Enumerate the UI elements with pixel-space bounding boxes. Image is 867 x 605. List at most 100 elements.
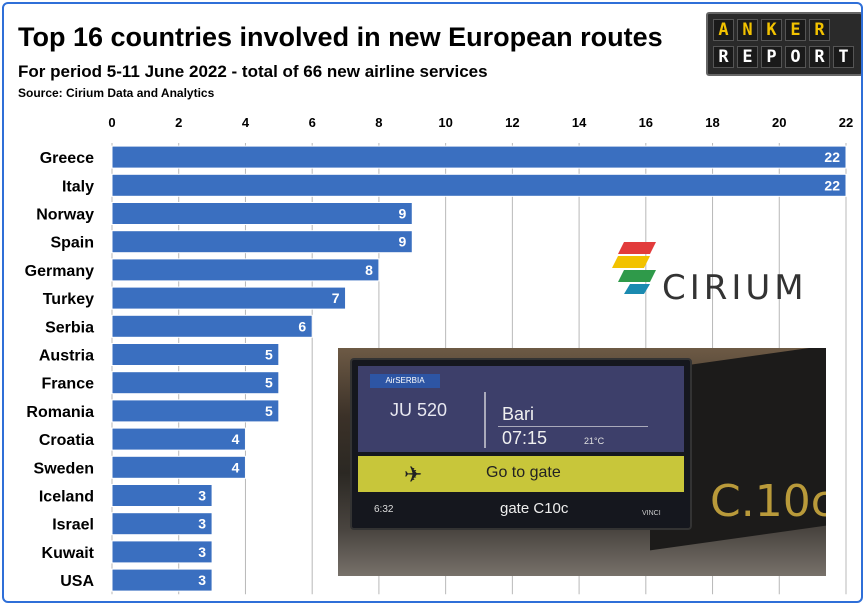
data-label: 5 [265,347,273,363]
bar [111,286,347,310]
gate-label: gate C10c [500,500,569,517]
x-tick-label: 12 [505,115,519,130]
cirium-logo: CIRIUM [610,236,820,308]
category-label: Romania [26,404,94,421]
category-label: Germany [25,263,94,280]
bar [111,399,280,423]
x-tick-label: 18 [705,115,719,130]
logo-letter: R [809,46,830,68]
data-label: 3 [198,572,206,588]
data-label: 22 [824,177,840,193]
screen-clock: 6:32 [374,504,394,515]
data-label: 4 [232,459,240,475]
cirium-wordmark: CIRIUM [662,268,808,308]
cirium-stripe [618,270,656,282]
category-label: Turkey [43,291,94,308]
bar [111,455,246,479]
bar [111,484,213,507]
data-label: 7 [332,290,340,306]
logo-letter: O [785,46,806,68]
logo-letter: A [713,19,734,41]
category-label: Israel [52,517,94,534]
category-label: Croatia [39,432,94,449]
logo-letter: K [761,19,782,41]
category-label: Sweden [34,460,94,477]
x-tick-label: 4 [242,115,250,130]
data-label: 3 [198,488,206,504]
x-tick-label: 22 [839,115,853,130]
data-label: 3 [198,544,206,560]
logo-letter: R [809,19,830,41]
logo-letter: T [833,46,854,68]
screen-rule [498,426,648,427]
cirium-logo-icon [612,242,656,294]
logo-letter: P [761,46,782,68]
x-tick-label: 0 [108,115,115,130]
category-label: USA [60,573,94,590]
bar [111,427,246,451]
data-label: 9 [398,206,406,222]
status-band: ✈ Go to gate [358,456,684,492]
logo-letter: N [737,19,758,41]
x-tick-label: 2 [175,115,182,130]
cirium-stripe [612,256,650,268]
x-tick-label: 8 [375,115,382,130]
logo-letter: E [737,46,758,68]
chart-source: Source: Cirium Data and Analytics [18,86,215,100]
logo-letter: R [713,46,734,68]
category-label: Iceland [39,489,94,506]
gate-sign-text: C.10c [710,476,826,527]
x-tick-label: 20 [772,115,786,130]
category-label: Austria [39,348,94,365]
data-label: 4 [232,431,240,447]
departure-time: 07:15 [502,428,548,448]
data-label: 6 [298,318,306,334]
screen-divider [484,392,486,448]
bar [111,258,380,282]
x-tick-label: 10 [438,115,452,130]
category-label: Kuwait [42,545,95,562]
data-label: 5 [265,375,273,391]
bar [111,540,213,564]
departure-screen: AirSERBIA JU 520 Bari 07:15 21°C ✈ Go to… [350,358,692,530]
cirium-stripe [624,284,650,294]
category-label: Norway [36,207,94,224]
data-label: 9 [398,234,406,250]
category-label: Spain [50,235,94,252]
cirium-stripe [618,242,656,254]
data-label: 8 [365,262,373,278]
bar [111,145,847,169]
departure-board-photo: ✈ C.10c AirSERBIA JU 520 Bari 07:15 21°C… [338,348,826,576]
bar [111,512,213,536]
screen-top-panel: AirSERBIA JU 520 Bari 07:15 21°C [358,366,684,452]
operator-logo: VINCI [642,510,661,517]
bar [111,230,413,254]
chart-title: Top 16 countries involved in new Europea… [18,22,663,52]
category-label: Italy [62,178,94,195]
bar [111,343,280,366]
x-tick-label: 6 [309,115,316,130]
x-tick-label: 16 [639,115,653,130]
bar [111,568,213,592]
chart-subtitle: For period 5-11 June 2022 - total of 66 … [18,62,488,81]
destination: Bari [502,404,535,424]
x-tick-label: 14 [572,115,587,130]
gate-status: Go to gate [486,464,561,481]
bar [111,202,413,225]
data-label: 22 [824,149,840,165]
bar [111,371,280,395]
logo-letter: E [785,19,806,41]
data-label: 3 [198,516,206,532]
category-label: Serbia [45,319,94,336]
airline-logo: AirSERBIA [370,374,440,388]
data-label: 5 [265,403,273,419]
bar [111,173,847,197]
plane-icon: ✈ [404,462,423,487]
temperature: 21°C [584,436,605,446]
flight-number: JU 520 [390,400,448,420]
category-label: France [42,376,95,393]
